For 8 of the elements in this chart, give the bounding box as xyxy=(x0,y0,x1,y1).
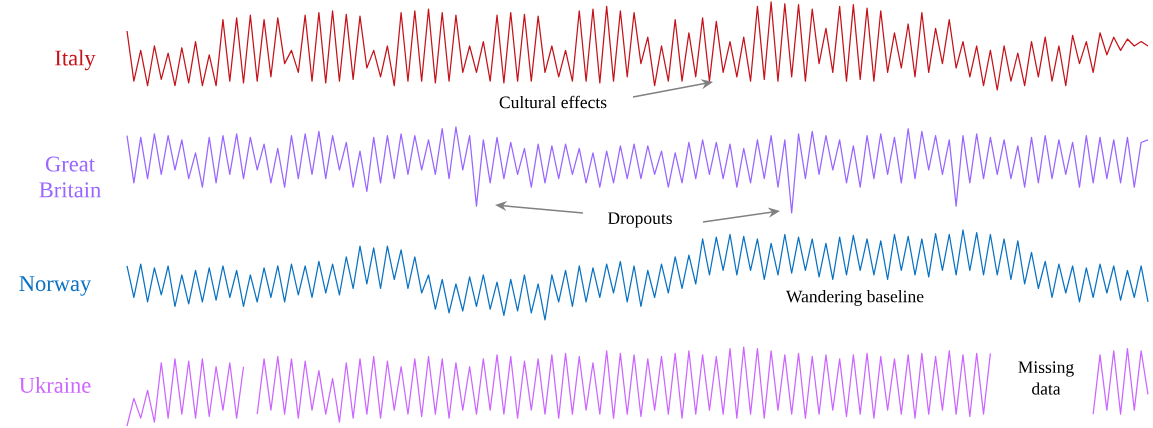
series-label: Great Britain xyxy=(39,156,101,198)
series-label: Italy xyxy=(55,49,96,71)
annotation: Missing data xyxy=(1018,361,1074,395)
text: Cultural effects xyxy=(499,95,607,109)
annotation: Dropouts xyxy=(607,212,672,228)
annotation: Wandering baseline xyxy=(786,290,924,306)
series-label: Ukraine xyxy=(19,377,91,393)
series-label: Norway xyxy=(19,276,92,296)
